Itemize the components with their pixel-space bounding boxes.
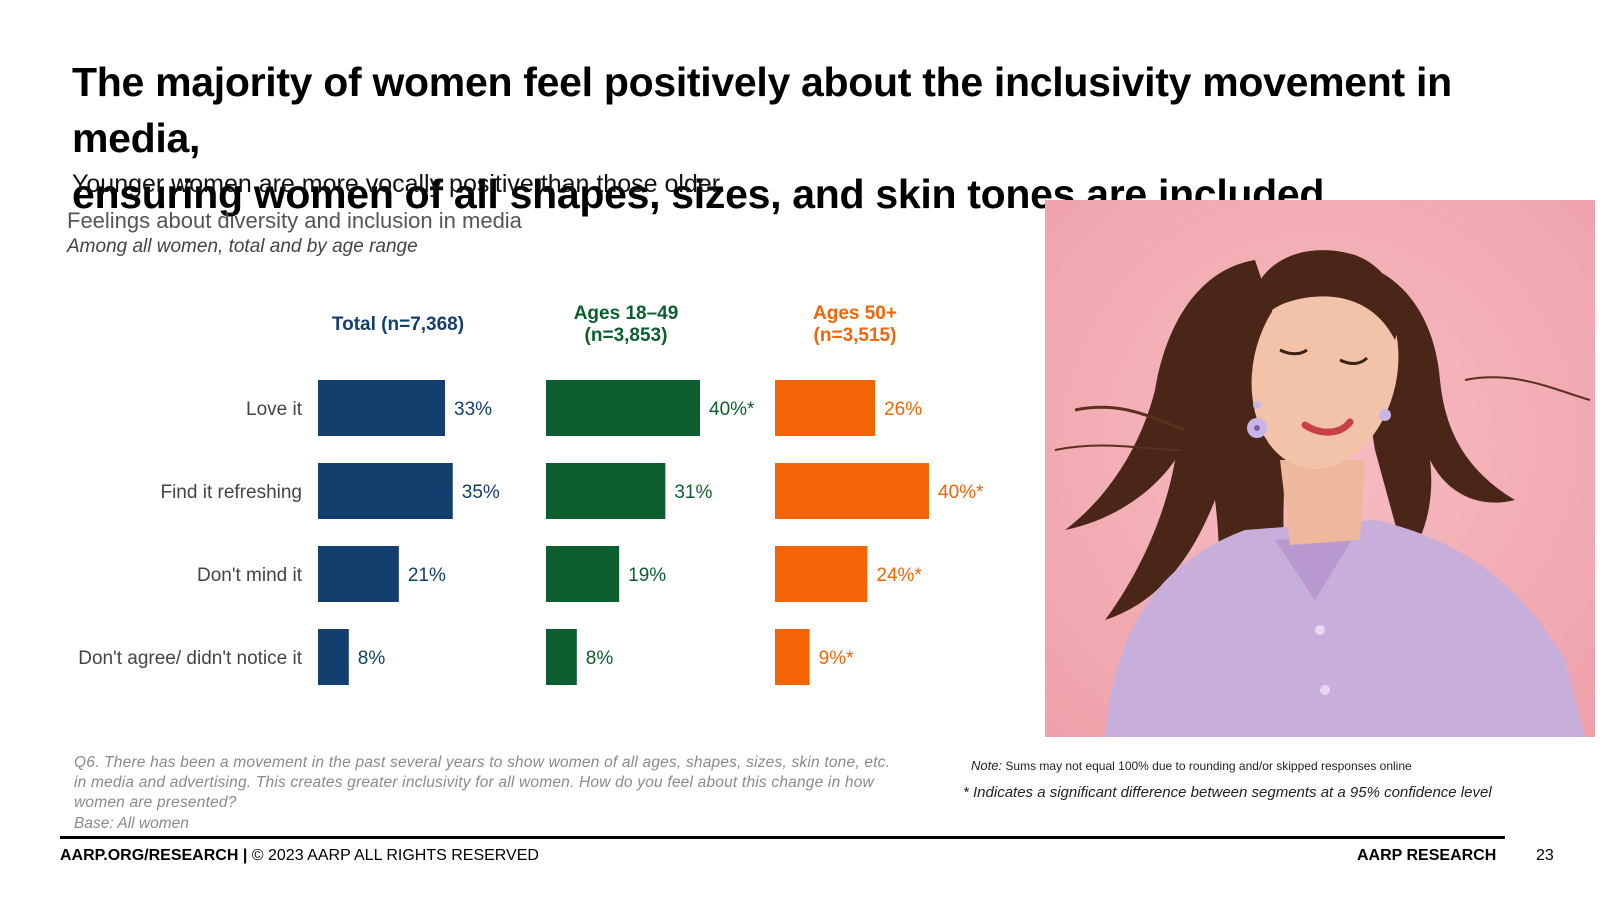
bar [775, 546, 868, 602]
base-text: Base: All women [74, 815, 189, 832]
data-label: 8% [586, 648, 614, 669]
series-header: Ages 18–49 [574, 303, 679, 324]
data-label: 21% [408, 565, 446, 586]
data-label: 33% [454, 399, 492, 420]
bar [318, 380, 446, 436]
bar [318, 629, 349, 685]
series-header: (n=3,515) [814, 325, 897, 346]
bar-chart: Love it Find it refreshing Don't mind it Do… [78, 303, 984, 685]
data-label: 19% [628, 565, 666, 586]
data-label: 9%* [819, 648, 854, 669]
page-number: 23 [1536, 847, 1554, 864]
data-label: 35% [462, 482, 500, 503]
footer-site: AARP.ORG/RESEARCH | [60, 847, 248, 864]
category-label: Don't mind it [197, 565, 303, 586]
data-label: 26% [884, 399, 922, 420]
chart-heading: Feelings about diversity and inclusion i… [67, 208, 522, 233]
footer-divider [60, 836, 1505, 839]
category-label: Find it refreshing [160, 482, 302, 503]
bar [775, 463, 929, 519]
data-label: 40%* [938, 482, 984, 503]
portrait-photo [1045, 200, 1595, 737]
footer-rights: © 2023 AARP ALL RIGHTS RESERVED [247, 847, 539, 864]
bar [546, 629, 577, 685]
series-header: Ages 50+ [813, 303, 897, 324]
significance-note: * Indicates a significant difference bet… [963, 784, 1492, 801]
footer-copyright: AARP.ORG/RESEARCH | © 2023 AARP ALL RIGH… [60, 847, 539, 865]
note: Note: Sums may not equal 100% due to rou… [971, 758, 1412, 773]
survey-question-text: Q6. There has been a movement in the pas… [74, 754, 891, 811]
slide-title-line1: The majority of women feel positively ab… [72, 59, 1452, 161]
bar [546, 546, 620, 602]
slide-subtitle: Younger women are more vocally positive … [72, 170, 726, 198]
category-label: Love it [246, 399, 303, 420]
category-label: Don't agree/ didn't notice it [78, 648, 303, 669]
data-label: 8% [358, 648, 386, 669]
chart-subheading: Among all women, total and by age range [67, 236, 418, 257]
bar [775, 380, 876, 436]
note-label: Note: [971, 758, 1003, 773]
bar [546, 463, 666, 519]
bar [318, 463, 453, 519]
bar [318, 546, 399, 602]
bar [546, 380, 700, 436]
footer-brand: AARP RESEARCH [1357, 847, 1497, 864]
data-label: 31% [674, 482, 712, 503]
data-label: 40%* [709, 399, 755, 420]
series-header: (n=3,853) [585, 325, 668, 346]
bar [775, 629, 810, 685]
series-header: Total (n=7,368) [332, 314, 464, 335]
data-label: 24%* [876, 565, 922, 586]
note-text: Sums may not equal 100% due to rounding … [1005, 759, 1412, 773]
